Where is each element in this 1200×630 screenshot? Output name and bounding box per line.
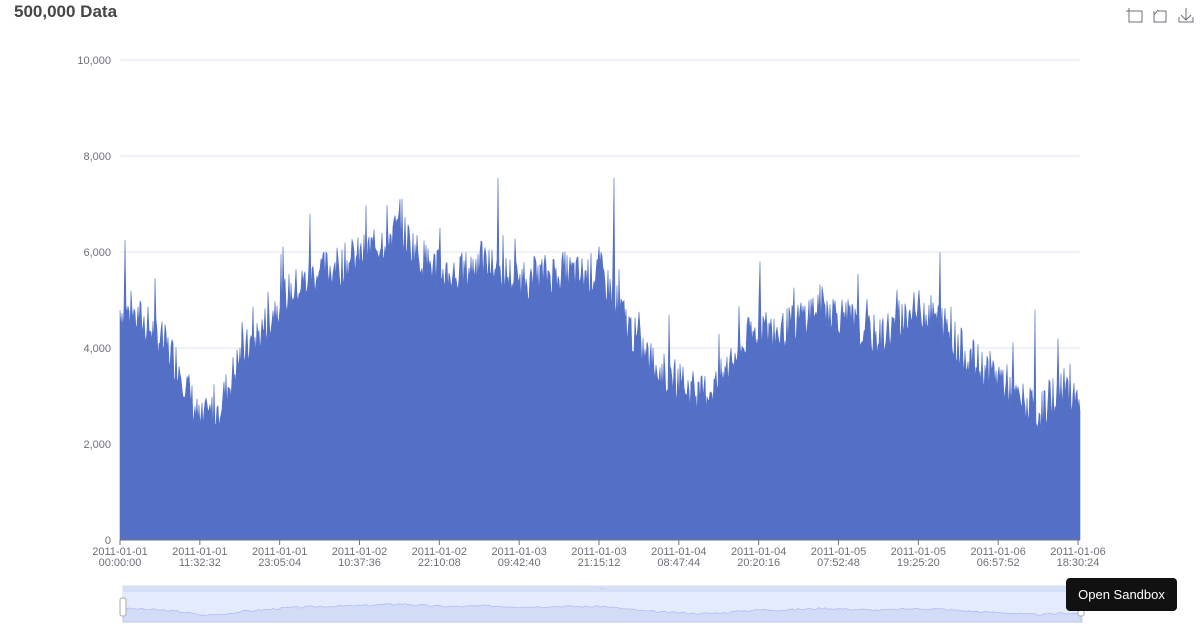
y-tick-label: 8,000 — [83, 151, 111, 163]
x-tick-label: 2011-01-05 07:52:48 — [811, 546, 866, 569]
y-tick-label: 2,000 — [83, 439, 111, 451]
x-tick-label: 2011-01-04 08:47:44 — [651, 546, 706, 569]
x-tick-label: 2011-01-04 20:20:16 — [731, 546, 786, 569]
x-tick-label: 2011-01-01 00:00:00 — [92, 546, 147, 569]
x-tick-label: 2011-01-03 09:42:40 — [491, 546, 546, 569]
series-area — [119, 177, 1081, 541]
y-tick-label: 10,000 — [77, 55, 111, 67]
y-axis: 0 2,000 4,000 6,000 8,000 10,000 — [77, 55, 111, 547]
open-sandbox-button[interactable]: Open Sandbox — [1066, 578, 1177, 611]
x-tick-label: 2011-01-05 19:25:20 — [891, 546, 946, 569]
zoom-select-icon[interactable] — [1126, 8, 1143, 23]
data-zoom-move-handle[interactable]: ··· — [599, 586, 605, 593]
x-tick-label: 2011-01-02 10:37:36 — [332, 546, 387, 569]
x-axis: 2011-01-01 00:00:00 2011-01-01 11:32:32 2011… — [92, 540, 1106, 569]
y-tick-label: 0 — [105, 535, 111, 547]
chart-title: 500,000 Data — [14, 2, 118, 21]
x-tick-label: 2011-01-03 21:15:12 — [571, 546, 626, 569]
data-zoom-slider[interactable]: ··· — [119, 585, 1085, 623]
data-zoom-preview — [122, 603, 1083, 623]
y-tick-label: 6,000 — [83, 247, 111, 259]
x-tick-label: 2011-01-02 22:10:08 — [412, 546, 467, 569]
zoom-reset-icon[interactable] — [1153, 9, 1167, 23]
y-tick-label: 4,000 — [83, 343, 111, 355]
x-tick-label: 2011-01-06 06:57:52 — [970, 546, 1025, 569]
x-tick-label: 2011-01-01 11:32:32 — [172, 546, 227, 569]
x-tick-label: 2011-01-06 18:30:24 — [1050, 546, 1105, 569]
save-image-icon[interactable] — [1178, 8, 1194, 23]
data-zoom-handle-left[interactable] — [119, 597, 127, 617]
x-tick-label: 2011-01-01 23:05:04 — [252, 546, 307, 569]
